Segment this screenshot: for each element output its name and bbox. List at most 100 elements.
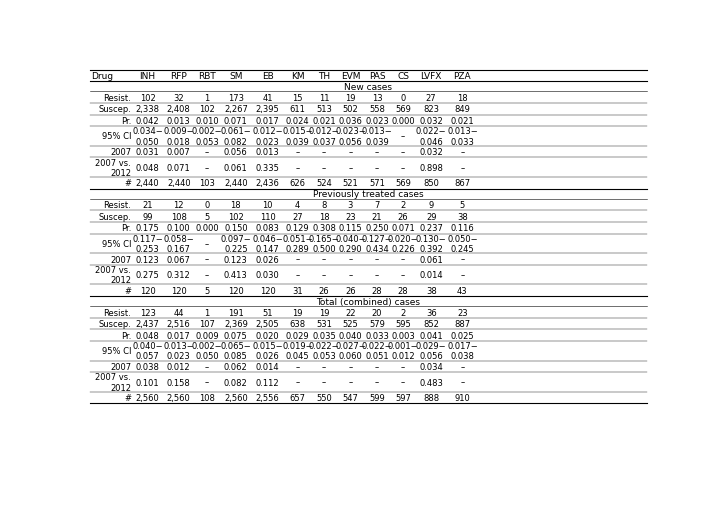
Text: 0: 0 (400, 94, 406, 102)
Text: 0.040−
0.290: 0.040− 0.290 (335, 234, 366, 253)
Text: 910: 910 (454, 393, 470, 402)
Text: –: – (322, 255, 326, 264)
Text: 0.036: 0.036 (339, 117, 362, 126)
Text: 2,505: 2,505 (256, 320, 280, 328)
Text: 547: 547 (342, 393, 358, 402)
Text: 28: 28 (398, 286, 408, 295)
Text: 2: 2 (400, 201, 406, 210)
Text: –: – (296, 255, 300, 264)
Text: 2007 vs.
2012: 2007 vs. 2012 (96, 158, 131, 178)
Text: 0.022−
0.051: 0.022− 0.051 (362, 342, 393, 361)
Text: 0.025: 0.025 (451, 331, 475, 340)
Text: 0.020−
0.226: 0.020− 0.226 (388, 234, 418, 253)
Text: 11: 11 (319, 94, 329, 102)
Text: 12: 12 (173, 201, 184, 210)
Text: 0.023: 0.023 (365, 117, 389, 126)
Text: 2007 vs.
2012: 2007 vs. 2012 (96, 265, 131, 285)
Text: 4: 4 (295, 201, 300, 210)
Text: –: – (348, 148, 352, 157)
Text: 0.013−
0.033: 0.013− 0.033 (447, 127, 477, 147)
Text: 569: 569 (395, 105, 411, 114)
Text: Pr.: Pr. (121, 331, 131, 340)
Text: –: – (205, 239, 209, 248)
Text: 595: 595 (395, 320, 411, 328)
Text: –: – (460, 255, 464, 264)
Text: 0.019−
0.045: 0.019− 0.045 (282, 342, 313, 361)
Text: –: – (322, 271, 326, 279)
Text: –: – (296, 362, 300, 371)
Text: –: – (401, 132, 406, 141)
Text: 26: 26 (319, 286, 329, 295)
Text: 0.021: 0.021 (451, 117, 475, 126)
Text: 0.065−
0.085: 0.065− 0.085 (221, 342, 251, 361)
Text: 0.051−
0.289: 0.051− 0.289 (282, 234, 313, 253)
Text: 0.042: 0.042 (136, 117, 160, 126)
Text: –: – (401, 255, 406, 264)
Text: 0.071: 0.071 (224, 117, 248, 126)
Text: 107: 107 (199, 320, 215, 328)
Text: 0.032: 0.032 (419, 117, 443, 126)
Text: 0.061: 0.061 (224, 163, 248, 173)
Text: 0.061: 0.061 (419, 255, 443, 264)
Text: 15: 15 (292, 94, 303, 102)
Text: 850: 850 (423, 179, 439, 188)
Text: 29: 29 (426, 212, 436, 221)
Text: 108: 108 (199, 393, 215, 402)
Text: 2007: 2007 (110, 255, 131, 264)
Text: 21: 21 (142, 201, 153, 210)
Text: 2,556: 2,556 (256, 393, 280, 402)
Text: Drug: Drug (91, 72, 114, 81)
Text: 0.413: 0.413 (224, 271, 248, 279)
Text: 0.048: 0.048 (136, 331, 160, 340)
Text: 2,440: 2,440 (167, 179, 191, 188)
Text: 2,395: 2,395 (256, 105, 280, 114)
Text: 38: 38 (426, 286, 436, 295)
Text: 2,437: 2,437 (136, 320, 160, 328)
Text: –: – (322, 378, 326, 387)
Text: 0.112: 0.112 (256, 378, 280, 387)
Text: 0.015−
0.026: 0.015− 0.026 (252, 342, 283, 361)
Text: 569: 569 (395, 179, 411, 188)
Text: 1: 1 (204, 308, 210, 317)
Text: 26: 26 (398, 212, 408, 221)
Text: 95% CI: 95% CI (101, 239, 131, 248)
Text: –: – (401, 378, 406, 387)
Text: 0.032: 0.032 (419, 148, 443, 157)
Text: 0.898: 0.898 (419, 163, 443, 173)
Text: 173: 173 (228, 94, 244, 102)
Text: –: – (375, 362, 379, 371)
Text: 0.127−
0.434: 0.127− 0.434 (362, 234, 393, 253)
Text: 32: 32 (173, 94, 184, 102)
Text: 19: 19 (345, 94, 356, 102)
Text: 0.097−
0.225: 0.097− 0.225 (221, 234, 251, 253)
Text: 0: 0 (204, 201, 210, 210)
Text: 102: 102 (199, 105, 215, 114)
Text: 21: 21 (372, 212, 383, 221)
Text: 0.040: 0.040 (339, 331, 362, 340)
Text: 120: 120 (171, 286, 187, 295)
Text: 2,560: 2,560 (167, 393, 191, 402)
Text: Pr.: Pr. (121, 224, 131, 233)
Text: –: – (348, 362, 352, 371)
Text: 0.017: 0.017 (167, 331, 191, 340)
Text: INH: INH (139, 72, 155, 81)
Text: 0.027−
0.060: 0.027− 0.060 (335, 342, 366, 361)
Text: 2,440: 2,440 (136, 179, 160, 188)
Text: 2007 vs.
2012: 2007 vs. 2012 (96, 373, 131, 392)
Text: 0.117−
0.253: 0.117− 0.253 (132, 234, 163, 253)
Text: –: – (296, 163, 300, 173)
Text: 611: 611 (290, 105, 306, 114)
Text: 0.071: 0.071 (167, 163, 191, 173)
Text: 0.101: 0.101 (136, 378, 160, 387)
Text: 2,369: 2,369 (224, 320, 248, 328)
Text: SM: SM (229, 72, 242, 81)
Text: 23: 23 (457, 308, 467, 317)
Text: PAS: PAS (369, 72, 385, 81)
Text: 0.483: 0.483 (419, 378, 443, 387)
Text: 102: 102 (228, 212, 244, 221)
Text: 26: 26 (345, 286, 356, 295)
Text: 0.017: 0.017 (256, 117, 280, 126)
Text: 0.312: 0.312 (167, 271, 191, 279)
Text: 13: 13 (372, 94, 383, 102)
Text: Suscep.: Suscep. (99, 320, 131, 328)
